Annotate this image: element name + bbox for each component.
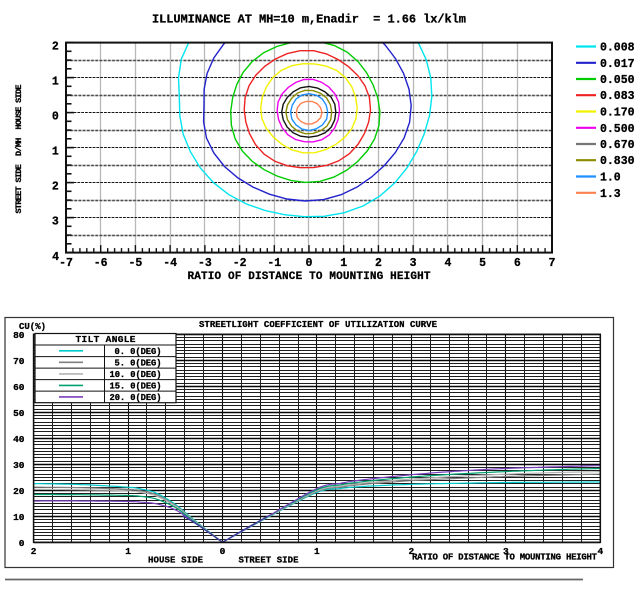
svg-text:TILT ANGLE: TILT ANGLE [76, 334, 136, 345]
svg-text:0: 0 [220, 546, 226, 557]
svg-text:10: 10 [13, 512, 25, 523]
svg-text:STREET SIDE: STREET SIDE [239, 556, 300, 566]
svg-text:50: 50 [13, 408, 25, 419]
svg-text:1: 1 [314, 546, 320, 557]
svg-text:1.3: 1.3 [600, 188, 621, 201]
svg-text:4: 4 [597, 546, 603, 557]
svg-text:2: 2 [375, 257, 382, 270]
svg-text:30: 30 [13, 460, 25, 471]
svg-text:15. 0(DEG): 15. 0(DEG) [110, 382, 162, 392]
svg-text:-5: -5 [128, 257, 142, 270]
svg-text:2: 2 [409, 546, 415, 557]
svg-text:0.500: 0.500 [600, 123, 635, 136]
svg-text:-3: -3 [198, 257, 212, 270]
svg-text:RATIO OF DISTANCE TO MOUNTING: RATIO OF DISTANCE TO MOUNTING HEIGHT [412, 553, 598, 563]
svg-text:0: 0 [306, 257, 313, 270]
svg-text:2: 2 [31, 546, 37, 557]
svg-text:0: 0 [52, 110, 59, 123]
svg-text:40: 40 [13, 434, 25, 445]
svg-text:-1: -1 [267, 257, 281, 270]
svg-text:0.083: 0.083 [600, 90, 635, 103]
svg-text:RATIO OF DISTANCE TO MOUNTING: RATIO OF DISTANCE TO MOUNTING HEIGHT [188, 271, 431, 283]
svg-text:70: 70 [13, 356, 25, 367]
svg-text:5. 0(DEG): 5. 0(DEG) [115, 359, 162, 369]
svg-text:0.170: 0.170 [600, 107, 635, 120]
svg-text:STREET SIDE D/MH HOUSE SIDE: STREET SIDE D/MH HOUSE SIDE [14, 85, 24, 214]
svg-text:1: 1 [52, 145, 59, 158]
svg-text:0.008: 0.008 [600, 42, 635, 55]
svg-text:1: 1 [340, 257, 347, 270]
svg-text:1: 1 [125, 546, 131, 557]
svg-text:3: 3 [410, 257, 417, 270]
svg-text:0.050: 0.050 [600, 74, 635, 87]
svg-text:10. 0(DEG): 10. 0(DEG) [110, 370, 162, 380]
svg-text:0.017: 0.017 [600, 58, 635, 71]
svg-text:ILLUMINANCE AT MH=10 m,Enadir: ILLUMINANCE AT MH=10 m,Enadir = 1.66 lx/… [152, 13, 466, 27]
svg-text:0. 0(DEG): 0. 0(DEG) [115, 347, 162, 357]
svg-text:5: 5 [479, 257, 486, 270]
svg-text:20. 0(DEG): 20. 0(DEG) [110, 393, 162, 403]
svg-text:-2: -2 [233, 257, 247, 270]
svg-text:1: 1 [52, 75, 59, 88]
svg-text:-6: -6 [94, 257, 108, 270]
svg-text:0: 0 [19, 538, 25, 549]
svg-text:0.830: 0.830 [600, 155, 635, 168]
svg-text:4: 4 [52, 251, 59, 264]
svg-text:4: 4 [444, 257, 451, 270]
svg-text:-4: -4 [163, 257, 177, 270]
svg-text:-7: -7 [59, 257, 73, 270]
svg-text:3: 3 [52, 215, 59, 228]
svg-text:80: 80 [13, 330, 25, 341]
svg-text:6: 6 [514, 257, 521, 270]
svg-text:20: 20 [13, 486, 25, 497]
svg-text:CU(%): CU(%) [19, 322, 46, 332]
svg-text:0.670: 0.670 [600, 139, 635, 152]
svg-text:60: 60 [13, 382, 25, 393]
svg-text:2: 2 [52, 40, 59, 53]
svg-text:STREETLIGHT COEFFICIENT OF UTI: STREETLIGHT COEFFICIENT OF UTILIZATION C… [199, 320, 438, 330]
svg-text:7: 7 [549, 257, 556, 270]
svg-text:3: 3 [503, 546, 509, 557]
svg-text:1.0: 1.0 [600, 172, 621, 185]
svg-text:2: 2 [52, 180, 59, 193]
svg-text:HOUSE SIDE: HOUSE SIDE [148, 556, 204, 566]
